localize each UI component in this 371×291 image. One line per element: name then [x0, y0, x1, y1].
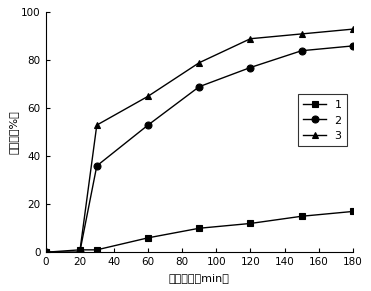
Y-axis label: 降解率（%）: 降解率（%） [8, 110, 18, 154]
3 [78, 251, 82, 254]
3 [43, 251, 48, 254]
2 [351, 44, 355, 48]
3 [197, 61, 201, 65]
1 [95, 248, 99, 252]
Line: 1: 1 [42, 208, 356, 256]
2 [146, 123, 150, 127]
1 [197, 226, 201, 230]
2 [78, 251, 82, 254]
1 [43, 251, 48, 254]
3 [248, 37, 253, 40]
1 [299, 214, 304, 218]
Line: 2: 2 [42, 42, 356, 256]
1 [351, 210, 355, 213]
2 [43, 251, 48, 254]
2 [197, 85, 201, 88]
3 [95, 123, 99, 127]
2 [299, 49, 304, 52]
3 [146, 95, 150, 98]
1 [146, 236, 150, 239]
2 [248, 66, 253, 69]
3 [351, 27, 355, 31]
1 [248, 222, 253, 225]
3 [299, 32, 304, 36]
Line: 3: 3 [42, 26, 356, 256]
Legend: 1, 2, 3: 1, 2, 3 [298, 94, 347, 146]
1 [78, 248, 82, 252]
2 [95, 164, 99, 168]
X-axis label: 光照时间（min）: 光照时间（min） [169, 273, 230, 283]
